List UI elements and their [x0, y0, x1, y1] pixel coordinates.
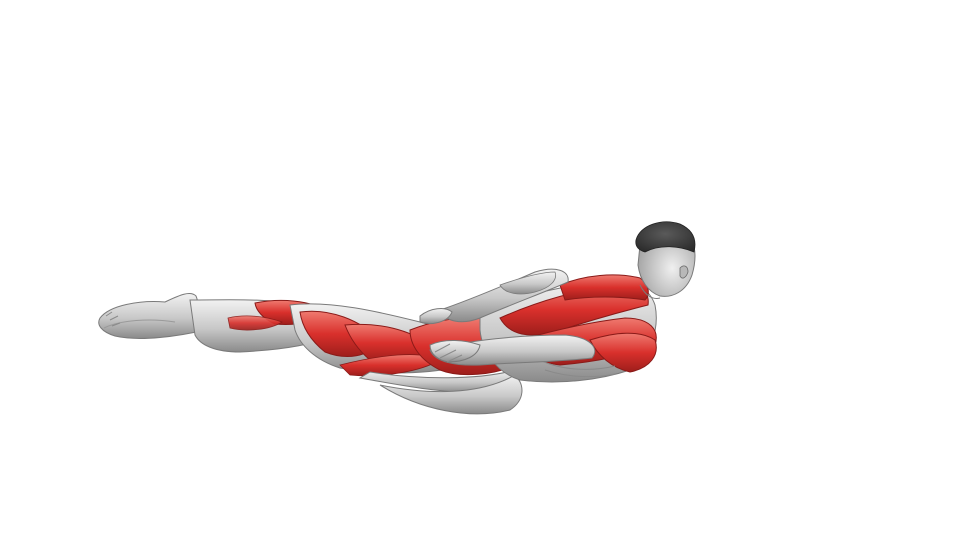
- feet: [98, 293, 206, 339]
- upper-arm-back: [419, 268, 569, 325]
- lower-arm: [429, 334, 596, 366]
- head: [635, 221, 696, 299]
